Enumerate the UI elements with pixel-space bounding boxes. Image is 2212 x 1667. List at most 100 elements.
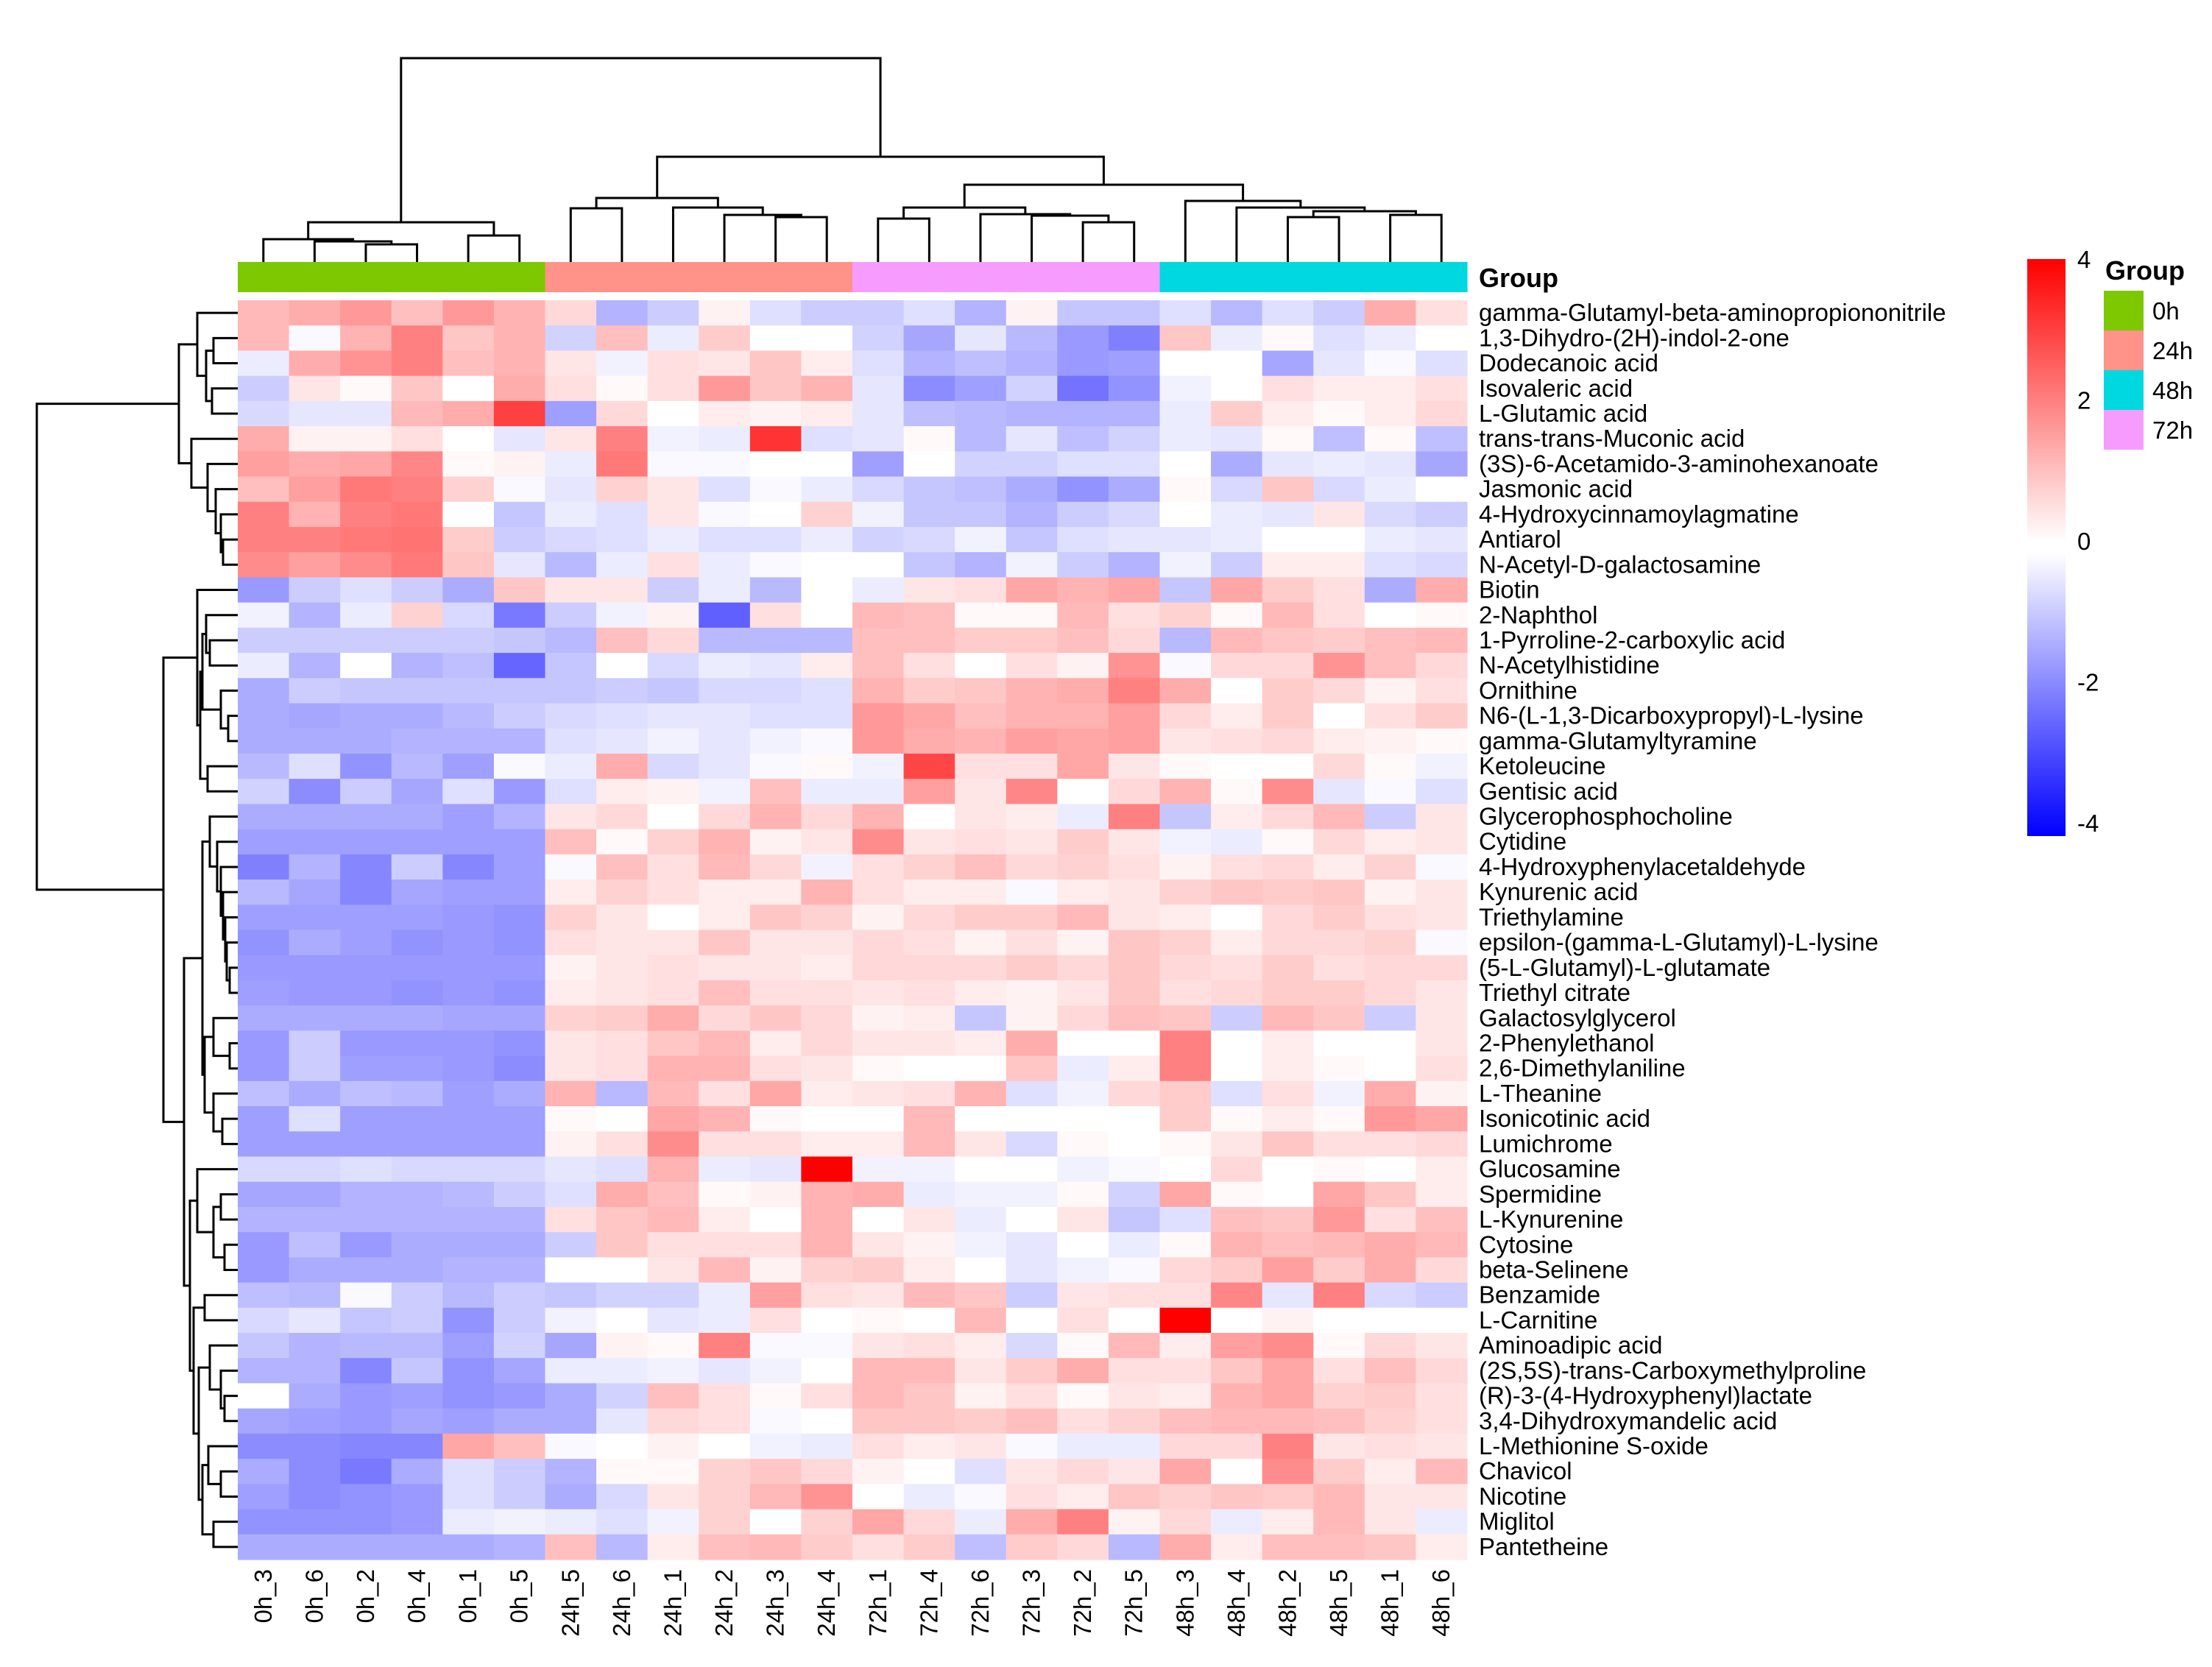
heatmap-cell — [391, 1232, 443, 1258]
heatmap-cell — [1057, 451, 1109, 478]
heatmap-cell — [749, 1534, 802, 1560]
heatmap-cell — [699, 300, 751, 326]
column-label: 48h_6 — [1427, 1569, 1455, 1637]
heatmap-cell — [545, 1055, 597, 1082]
heatmap-cell — [238, 552, 290, 578]
group-annotation-cell — [955, 262, 1007, 292]
heatmap-cell — [647, 627, 699, 654]
heatmap-cell — [238, 1181, 290, 1208]
dendrogram-branch — [219, 1369, 238, 1410]
heatmap-cell — [238, 501, 290, 528]
heatmap-cell — [1416, 426, 1468, 452]
heatmap-cell — [852, 476, 905, 503]
heatmap-cell — [1006, 577, 1058, 604]
heatmap-cell — [699, 804, 751, 830]
heatmap-cell — [1364, 1181, 1417, 1208]
heatmap-cell — [1211, 1206, 1263, 1233]
heatmap-cell — [442, 678, 495, 704]
heatmap-cell — [647, 955, 699, 981]
heatmap-cell — [903, 1156, 955, 1183]
heatmap-cell — [545, 854, 597, 880]
dendrogram-branch — [206, 462, 238, 513]
heatmap-cell — [1057, 577, 1109, 604]
heatmap-cell — [1159, 653, 1212, 679]
heatmap-cell — [749, 325, 802, 352]
heatmap-cell — [596, 930, 649, 956]
heatmap-cell — [749, 955, 802, 981]
heatmap-cell — [903, 1232, 955, 1258]
heatmap-cell — [340, 627, 392, 654]
heatmap-cell — [852, 300, 905, 326]
column-dendrogram — [262, 57, 1443, 262]
heatmap-cell — [1159, 350, 1212, 377]
heatmap-cell — [647, 678, 699, 704]
heatmap-cell — [1211, 1307, 1263, 1334]
heatmap-cell — [749, 879, 802, 905]
heatmap-cell — [545, 325, 597, 352]
heatmap-cell — [1108, 1005, 1161, 1031]
heatmap-cell — [596, 753, 649, 779]
heatmap-cell — [801, 552, 853, 578]
heatmap-cell — [1262, 627, 1314, 654]
heatmap-cell — [852, 703, 905, 729]
heatmap-cell — [1364, 375, 1417, 402]
heatmap-cell — [596, 905, 649, 931]
heatmap-cell — [852, 804, 905, 830]
heatmap-cell — [1057, 1358, 1109, 1384]
heatmap-cell — [1006, 678, 1058, 704]
heatmap-cell — [1313, 1534, 1365, 1560]
dendrogram-branch — [656, 155, 1105, 198]
heatmap-cell — [391, 905, 443, 931]
heatmap-cell — [903, 501, 955, 528]
heatmap-cell — [545, 476, 597, 503]
heatmap-cell — [699, 451, 751, 478]
heatmap-cell — [1262, 728, 1314, 754]
heatmap-cell — [1108, 526, 1161, 553]
heatmap-cell — [801, 1383, 853, 1409]
heatmap-cell — [1006, 627, 1058, 654]
heatmap-cell — [289, 526, 341, 553]
heatmap-cell — [1057, 804, 1109, 830]
heatmap-cell — [391, 1106, 443, 1132]
heatmap-cell — [545, 375, 597, 402]
row-labels: gamma-Glutamyl-beta-aminopropiononitrile… — [1479, 299, 1946, 1560]
heatmap-cell — [647, 552, 699, 578]
heatmap-cell — [1159, 300, 1212, 326]
heatmap-cell — [1262, 300, 1314, 326]
heatmap-cell — [545, 501, 597, 528]
heatmap-cell — [442, 854, 495, 880]
heatmap-cell — [647, 753, 699, 779]
heatmap-cell — [1313, 1156, 1365, 1183]
heatmap-cell — [647, 1307, 699, 1334]
heatmap-cell — [749, 1333, 802, 1359]
heatmap-cell — [289, 1106, 341, 1132]
heatmap-cell — [238, 980, 290, 1006]
heatmap-cell — [289, 879, 341, 905]
heatmap-cell — [647, 703, 699, 729]
heatmap-cell — [1006, 955, 1058, 981]
heatmap-cell — [596, 1005, 649, 1031]
heatmap-cell — [493, 980, 546, 1006]
heatmap-cell — [699, 905, 751, 931]
heatmap-cell — [1159, 1106, 1212, 1132]
heatmap-cell — [1313, 653, 1365, 679]
heatmap-cell — [1006, 451, 1058, 478]
heatmap-cell — [1313, 1383, 1365, 1409]
heatmap-cell — [749, 451, 802, 478]
heatmap-cell — [340, 1307, 392, 1334]
heatmap-cell — [903, 375, 955, 402]
heatmap-cell — [699, 1005, 751, 1031]
heatmap-cell — [545, 526, 597, 553]
heatmap-cell — [238, 1459, 290, 1484]
heatmap-cell — [545, 1080, 597, 1107]
heatmap-cell — [749, 653, 802, 679]
heatmap-cell — [647, 1181, 699, 1208]
dendrogram-branch — [467, 234, 521, 262]
dendrogram-branch — [219, 1193, 238, 1221]
heatmap-cell — [442, 451, 495, 478]
heatmap-cell — [1159, 1131, 1212, 1158]
heatmap-cell — [493, 350, 546, 377]
heatmap-cell — [1364, 1534, 1417, 1560]
heatmap-cell — [801, 728, 853, 754]
heatmap-cell — [1416, 325, 1468, 352]
